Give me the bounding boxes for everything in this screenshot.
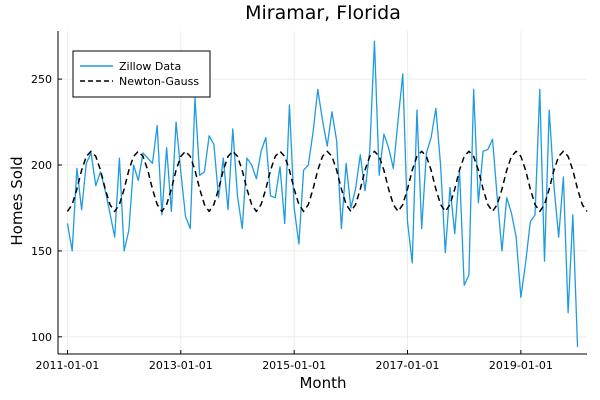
x-tick-label: 2011-01-01 <box>35 359 99 372</box>
tick-labels: 2011-01-01 2013-01-01 2015-01-01 2017-01-01… <box>31 73 553 372</box>
x-tick-label: 2013-01-01 <box>149 359 213 372</box>
legend-label: Newton-Gauss <box>119 75 199 88</box>
legend-label: Zillow Data <box>119 60 181 73</box>
series-layer <box>66 40 588 348</box>
legend-box <box>72 50 211 98</box>
legend: Zillow Data Newton-Gauss <box>72 50 211 98</box>
x-axis-label: Month <box>299 374 346 392</box>
chart-title: Miramar, Florida <box>245 2 401 24</box>
y-tick-label: 100 <box>31 331 52 344</box>
series-line-newton-gauss <box>66 150 588 213</box>
y-tick-label: 250 <box>31 73 52 86</box>
axes-frame <box>57 31 587 355</box>
x-tick-label: 2017-01-01 <box>376 359 440 372</box>
y-tick-label: 200 <box>31 159 52 172</box>
x-tick-label: 2015-01-01 <box>262 359 326 372</box>
series-line-zillow-data <box>66 40 579 348</box>
y-axis-label: Homes Sold <box>8 156 26 245</box>
y-tick-label: 150 <box>31 245 52 258</box>
x-tick-label: 2019-01-01 <box>489 359 553 372</box>
